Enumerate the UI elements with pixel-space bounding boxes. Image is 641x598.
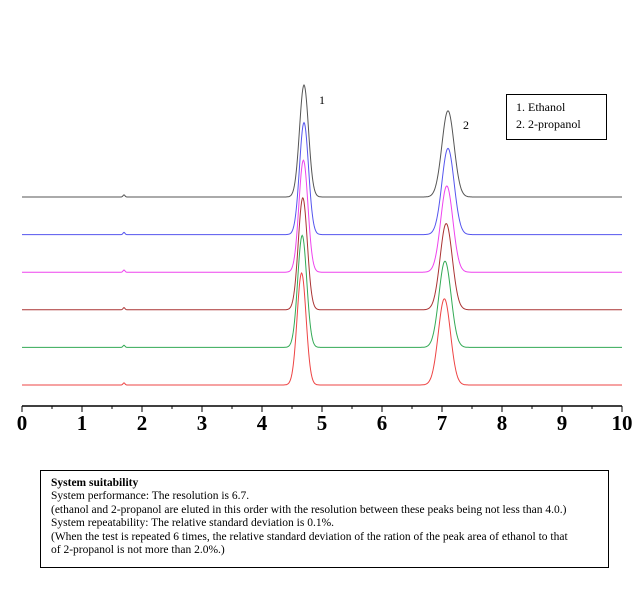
legend: 1. Ethanol 2. 2-propanol (506, 94, 607, 140)
peak-label: 1 (319, 93, 325, 107)
series-line-6 (22, 272, 622, 386)
legend-item-2-propanol: 2. 2-propanol (516, 117, 581, 131)
system-suitability-title: System suitability (51, 477, 139, 489)
series-line-4 (22, 196, 622, 311)
series-line-2 (22, 121, 622, 236)
x-tick-label: 3 (197, 411, 208, 435)
suitability-line: (ethanol and 2-propanol are eluted in th… (51, 503, 567, 516)
peak-label: 2 (463, 118, 469, 132)
system-suitability-box: System suitability System performance: T… (40, 470, 609, 568)
x-tick-label: 7 (437, 411, 448, 435)
suitability-line: of 2-propanol is not more than 2.0%.) (51, 544, 225, 557)
suitability-line: System performance: The resolution is 6.… (51, 490, 250, 503)
x-tick-label: 2 (137, 411, 148, 435)
peak-labels: 12 (319, 93, 469, 132)
chromatogram-chart: 0 1 2 3 4 5 6 7 8 9 10 12 (17, 84, 633, 435)
x-tick-label: 1 (77, 411, 88, 435)
legend-item-ethanol: 1. Ethanol (516, 100, 566, 114)
x-tick-label: 6 (377, 411, 388, 435)
series-line-1 (22, 84, 622, 198)
traces (22, 84, 622, 386)
suitability-line: System repeatability: The relative stand… (51, 517, 335, 530)
series-line-3 (22, 159, 622, 273)
x-tick-label: 5 (317, 411, 328, 435)
x-tick-label: 10 (612, 411, 633, 435)
x-tick-label: 9 (557, 411, 568, 435)
suitability-line: (When the test is repeated 6 times, the … (51, 530, 568, 543)
x-tick-label: 4 (257, 411, 268, 435)
series-line-5 (22, 234, 622, 348)
x-tick-label: 0 (17, 411, 28, 435)
x-tick-label: 8 (497, 411, 508, 435)
x-axis: 0 1 2 3 4 5 6 7 8 9 10 (17, 405, 633, 435)
